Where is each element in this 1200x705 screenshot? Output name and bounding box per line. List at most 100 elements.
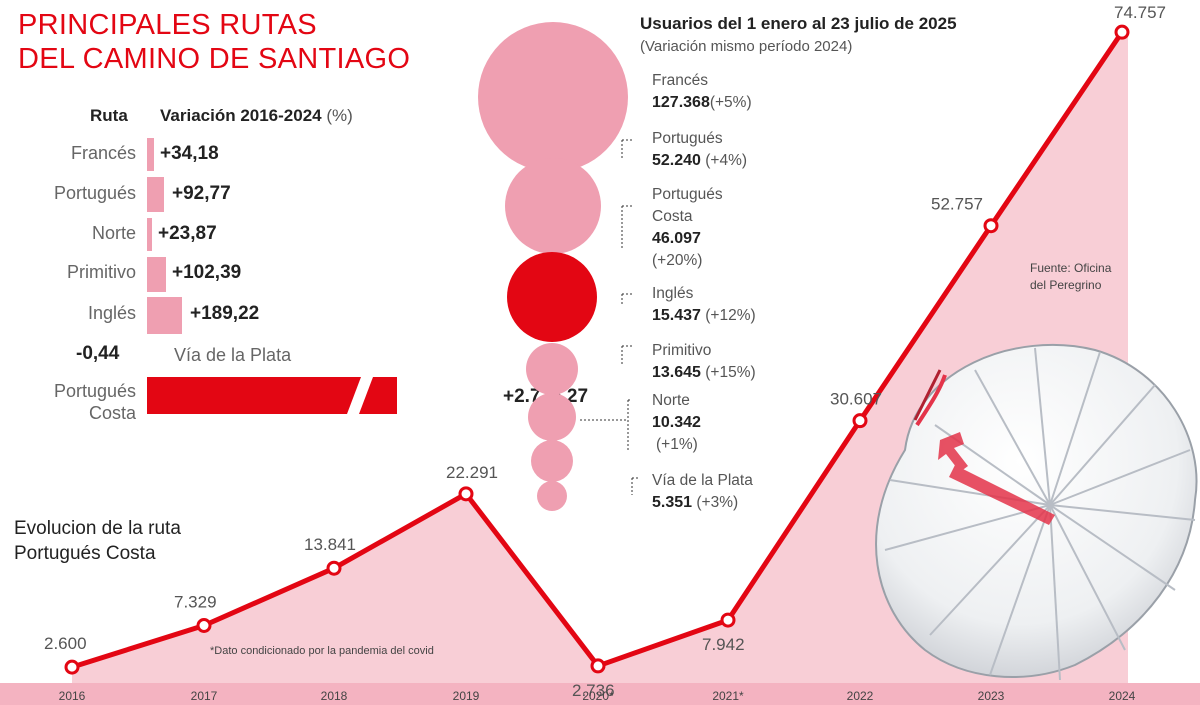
- data-label: 30.607: [830, 390, 882, 409]
- x-axis-band: [0, 683, 1200, 705]
- evolution-title-line1: Evolucion de la ruta: [14, 518, 181, 539]
- route-label-costa: Portugués Costa: [4, 380, 136, 424]
- main-title-line2: DEL CAMINO DE SANTIAGO: [18, 43, 411, 75]
- users-title: Usuarios del 1 enero al 23 julio de 2025: [640, 14, 957, 33]
- data-label: 13.841: [304, 535, 356, 554]
- data-point: [590, 658, 606, 674]
- variation-bar-costa: [147, 377, 397, 414]
- data-label: 2.736: [572, 681, 615, 700]
- route-label-frances: Francés: [70, 143, 136, 163]
- variation-value-plata: -0,44: [76, 343, 120, 364]
- legend-name: Inglés: [652, 285, 694, 302]
- x-tick-label: 2016: [59, 689, 86, 703]
- legend-name: Portugués: [652, 130, 723, 147]
- circle-portugues: [505, 158, 601, 254]
- data-label: 7.329: [174, 593, 217, 612]
- route-label-ingles: Inglés: [87, 303, 136, 323]
- legend-change: (+20%): [652, 252, 703, 269]
- x-tick-label: 2021*: [712, 689, 744, 703]
- circle-plata: [537, 481, 567, 511]
- x-tick-label: 2023: [978, 689, 1005, 703]
- x-tick-label: 2024: [1109, 689, 1136, 703]
- legend-change: (+1%): [656, 436, 698, 453]
- scallop-shell-illustration: [845, 330, 1200, 690]
- legend-name: Portugués Costa: [652, 186, 723, 225]
- data-label: 22.291: [446, 463, 498, 482]
- circle-norte: [531, 440, 573, 482]
- legend-value: 15.437: [652, 307, 701, 324]
- legend-ingles: Inglés 15.437 (+12%): [652, 283, 802, 327]
- legend-name: Vía de la Plata: [652, 472, 753, 489]
- data-point: [64, 659, 80, 675]
- area-fill: [72, 32, 1128, 690]
- legend-change: (+15%): [705, 364, 756, 381]
- circle-primitivo: [528, 393, 576, 441]
- evolution-title-line2: Portugués Costa: [14, 543, 156, 564]
- x-tick-label: 2017: [191, 689, 218, 703]
- legend-name: Primitivo: [652, 342, 712, 359]
- data-label: 7.942: [702, 635, 745, 654]
- route-label-costa-line2: Costa: [88, 403, 136, 423]
- legend-portugues-costa: Portugués Costa 46.097 (+20%): [652, 184, 734, 272]
- variation-value-norte: +23,87: [158, 223, 217, 244]
- source-note: Fuente: Oficina del Peregrino: [1030, 261, 1112, 292]
- legend-change: (+12%): [705, 307, 756, 324]
- header-route: Ruta: [90, 106, 128, 125]
- data-point: [458, 486, 474, 502]
- variation-value-ingles: +189,22: [190, 303, 260, 324]
- header-variation-label: Variación 2016-2024: [160, 106, 322, 125]
- evolution-title: Evolucion de la ruta Portugués Costa: [14, 516, 181, 566]
- route-label-norte: Norte: [91, 223, 136, 243]
- legend-primitivo: Primitivo 13.645 (+15%): [652, 340, 802, 384]
- legend-change: (+5%): [709, 94, 752, 111]
- legend-name: Norte: [652, 392, 690, 409]
- legend-value: 5.351: [652, 494, 693, 511]
- data-label: 74.757: [1114, 3, 1166, 22]
- data-point: [326, 560, 342, 576]
- variation-value-portugues: +92,77: [172, 183, 231, 204]
- variation-value-frances: +34,18: [160, 143, 219, 164]
- circle-frances: [478, 22, 628, 172]
- legend-norte: Norte 10.342 (+1%): [652, 390, 802, 456]
- data-point: [196, 618, 212, 634]
- x-tick-label: 2018: [321, 689, 348, 703]
- legend-value: 46.097: [652, 230, 701, 247]
- header-variation-unit: (%): [326, 106, 353, 125]
- circle-portugues-costa: [507, 252, 597, 342]
- variation-bar-portugues: [147, 177, 164, 212]
- legend-value: 52.240: [652, 152, 701, 169]
- x-tick-label: 2020*: [582, 689, 614, 703]
- route-label-primitivo: Primitivo: [66, 262, 136, 282]
- data-point: [983, 218, 999, 234]
- variation-bar-frances: [147, 138, 154, 171]
- x-tick-label: 2022: [847, 689, 874, 703]
- circle-ingles: [526, 343, 578, 395]
- data-point: [720, 612, 736, 628]
- variation-value-primitivo: +102,39: [172, 262, 242, 283]
- variation-bar-norte: [147, 218, 152, 251]
- variation-bar-ingles: [147, 297, 182, 334]
- legend-value: 10.342: [652, 414, 701, 431]
- data-point: [852, 413, 868, 429]
- main-title: PRINCIPALES RUTAS DEL CAMINO DE SANTIAGO: [18, 8, 410, 76]
- route-label-costa-line1: Portugués: [53, 381, 136, 401]
- data-point: [1114, 24, 1130, 40]
- legend-plata: Vía de la Plata 5.351 (+3%): [652, 470, 802, 514]
- data-label: 2.600: [44, 634, 87, 653]
- legend-value: 127.368: [652, 94, 710, 111]
- legend-frances: Francés 127.368(+5%): [652, 70, 802, 114]
- legend-name: Francés: [652, 72, 708, 89]
- users-subtitle: (Variación mismo período 2024): [640, 38, 853, 55]
- legend-change: (+3%): [696, 494, 739, 511]
- legend-connectors: [580, 139, 638, 495]
- legend-portugues: Portugués 52.240 (+4%): [652, 128, 802, 172]
- header-variation: Variación 2016-2024 (%): [160, 106, 353, 126]
- legend-change: (+4%): [705, 152, 748, 169]
- variation-bar-primitivo: [147, 257, 166, 292]
- x-tick-label: 2019: [453, 689, 480, 703]
- data-label: 52.757: [931, 195, 983, 214]
- route-label-portugues: Portugués: [53, 183, 136, 203]
- route-label-plata: Vía de la Plata: [174, 345, 292, 365]
- covid-note: *Dato condicionado por la pandemia del c…: [210, 645, 434, 657]
